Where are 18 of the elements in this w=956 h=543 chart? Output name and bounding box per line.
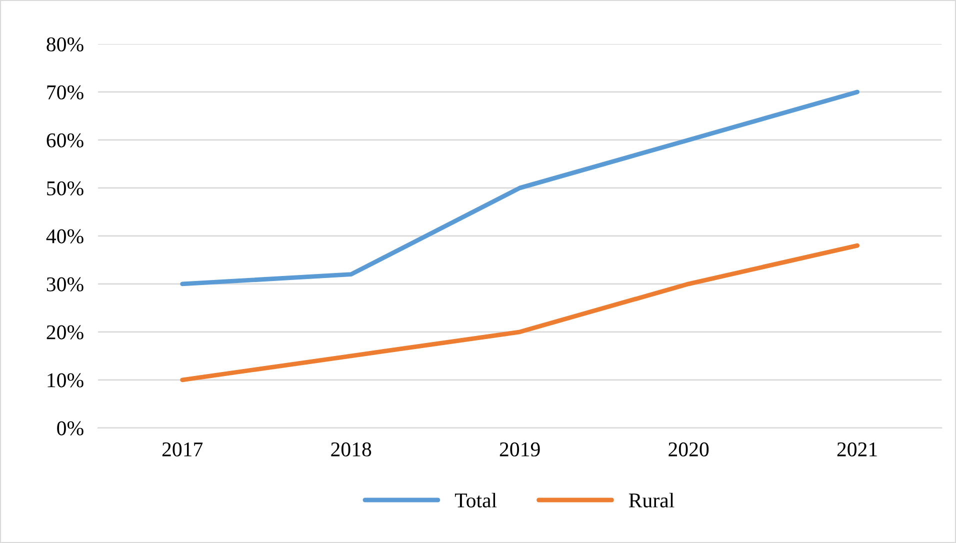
legend-label: Rural	[628, 492, 674, 508]
x-tick-label: 2019	[500, 442, 540, 456]
y-tick-label: 30%	[46, 277, 84, 292]
y-tick-label: 80%	[46, 37, 84, 52]
x-tick-label: 2017	[162, 442, 203, 456]
y-tick-label: 60%	[46, 133, 84, 148]
x-tick-label: 2021	[837, 442, 877, 456]
line-series	[180, 90, 860, 286]
y-tick-label: 50%	[47, 181, 84, 196]
y-tick-label: 40%	[46, 229, 84, 244]
legend-label: Total	[454, 492, 497, 508]
x-tick-label: 2020	[668, 442, 709, 456]
y-tick-label: 0%	[57, 421, 84, 436]
y-tick-label: 10%	[48, 373, 84, 388]
y-tick-label: 70%	[47, 85, 84, 100]
y-tick-label: 20%	[46, 325, 84, 340]
x-tick-label: 2018	[331, 442, 372, 456]
line-series	[180, 243, 860, 382]
